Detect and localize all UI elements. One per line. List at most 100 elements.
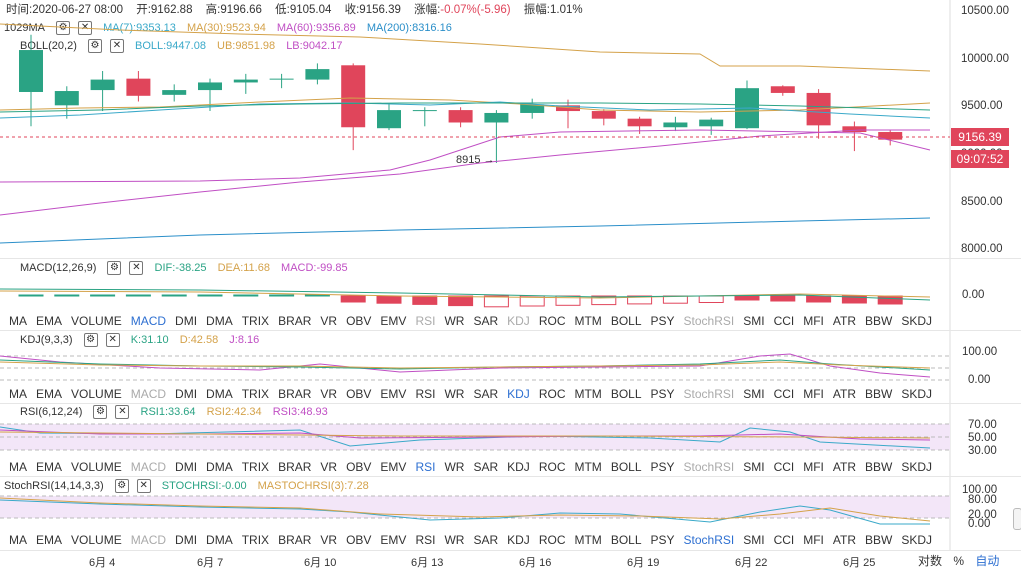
tab-trix[interactable]: TRIX	[241, 387, 270, 401]
close-icon[interactable]: ✕	[109, 39, 124, 54]
tab-roc[interactable]: ROC	[538, 314, 566, 328]
tab-psy[interactable]: PSY	[650, 460, 675, 474]
tab-trix[interactable]: TRIX	[241, 314, 270, 328]
tab-brar[interactable]: BRAR	[278, 314, 312, 328]
tab-wr[interactable]: WR	[444, 533, 465, 547]
tab-ma[interactable]: MA	[9, 387, 27, 401]
tab-bbw[interactable]: BBW	[865, 314, 893, 328]
tab-wr[interactable]: WR	[444, 460, 465, 474]
tab-skdj[interactable]: SKDJ	[901, 387, 933, 401]
tab-cci[interactable]: CCI	[773, 387, 795, 401]
kdj-name[interactable]: KDJ(9,3,3)	[20, 334, 73, 346]
tab-brar[interactable]: BRAR	[278, 533, 312, 547]
tab-trix[interactable]: TRIX	[241, 533, 270, 547]
tab-ema[interactable]: EMA	[36, 533, 63, 547]
tab-mfi[interactable]: MFI	[803, 314, 824, 328]
tab-dmi[interactable]: DMI	[175, 460, 198, 474]
tab-ema[interactable]: EMA	[36, 387, 63, 401]
tab-atr[interactable]: ATR	[832, 387, 857, 401]
tab-wr[interactable]: WR	[444, 387, 465, 401]
tab-trix[interactable]: TRIX	[241, 460, 270, 474]
tab-smi[interactable]: SMI	[743, 460, 765, 474]
tab-obv[interactable]: OBV	[346, 314, 372, 328]
settings-icon[interactable]: ⚙	[87, 39, 102, 54]
tab-rsi[interactable]: RSI	[415, 387, 436, 401]
tab-dmi[interactable]: DMI	[175, 533, 198, 547]
tab-kdj[interactable]: KDJ	[507, 314, 530, 328]
tab-cci[interactable]: CCI	[773, 533, 795, 547]
tab-stochrsi[interactable]: StochRSI	[683, 533, 735, 547]
panel-resize-handle[interactable]	[1013, 508, 1021, 530]
tab-psy[interactable]: PSY	[650, 533, 675, 547]
tab-obv[interactable]: OBV	[346, 387, 372, 401]
tab-bbw[interactable]: BBW	[865, 387, 893, 401]
tab-volume[interactable]: VOLUME	[71, 533, 122, 547]
tab-roc[interactable]: ROC	[538, 460, 566, 474]
tab-boll[interactable]: BOLL	[610, 387, 642, 401]
tab-ma[interactable]: MA	[9, 533, 27, 547]
tab-psy[interactable]: PSY	[650, 387, 675, 401]
tab-macd[interactable]: MACD	[130, 533, 167, 547]
close-icon[interactable]: ✕	[129, 261, 144, 276]
percent-scale-toggle[interactable]: %	[953, 554, 965, 568]
boll-name[interactable]: BOLL(20,2)	[20, 40, 77, 52]
tab-ema[interactable]: EMA	[36, 460, 63, 474]
tab-macd[interactable]: MACD	[130, 387, 167, 401]
tab-sar[interactable]: SAR	[473, 387, 499, 401]
tab-smi[interactable]: SMI	[743, 387, 765, 401]
tab-sar[interactable]: SAR	[473, 460, 499, 474]
close-icon[interactable]: ✕	[105, 333, 120, 348]
tab-kdj[interactable]: KDJ	[507, 387, 530, 401]
tab-volume[interactable]: VOLUME	[71, 460, 122, 474]
tab-atr[interactable]: ATR	[832, 460, 857, 474]
tab-rsi[interactable]: RSI	[415, 460, 436, 474]
tab-stochrsi[interactable]: StochRSI	[683, 314, 735, 328]
tab-sar[interactable]: SAR	[473, 533, 499, 547]
rsi-name[interactable]: RSI(6,12,24)	[20, 406, 83, 418]
settings-icon[interactable]: ⚙	[114, 479, 129, 494]
tab-atr[interactable]: ATR	[832, 533, 857, 547]
tab-mfi[interactable]: MFI	[803, 533, 824, 547]
settings-icon[interactable]: ⚙	[83, 333, 98, 348]
log-scale-toggle[interactable]: 对数	[918, 554, 943, 568]
tab-kdj[interactable]: KDJ	[507, 460, 530, 474]
tab-cci[interactable]: CCI	[773, 460, 795, 474]
tab-bbw[interactable]: BBW	[865, 533, 893, 547]
auto-scale-toggle[interactable]: 自动	[975, 554, 1000, 568]
tab-emv[interactable]: EMV	[380, 387, 407, 401]
tab-atr[interactable]: ATR	[832, 314, 857, 328]
tab-roc[interactable]: ROC	[538, 533, 566, 547]
tab-dma[interactable]: DMA	[206, 387, 233, 401]
tab-vr[interactable]: VR	[320, 314, 338, 328]
tab-dma[interactable]: DMA	[206, 460, 233, 474]
tab-boll[interactable]: BOLL	[610, 460, 642, 474]
date-axis[interactable]: 6月 4 6月 7 6月 10 6月 13 6月 16 6月 19 6月 22 6月 25	[0, 552, 950, 570]
tab-ma[interactable]: MA	[9, 314, 27, 328]
tab-emv[interactable]: EMV	[380, 533, 407, 547]
tab-obv[interactable]: OBV	[346, 460, 372, 474]
tab-sar[interactable]: SAR	[473, 314, 499, 328]
tab-smi[interactable]: SMI	[743, 314, 765, 328]
close-icon[interactable]: ✕	[115, 405, 130, 420]
tab-rsi[interactable]: RSI	[415, 314, 436, 328]
macd-name[interactable]: MACD(12,26,9)	[20, 262, 97, 274]
tab-mfi[interactable]: MFI	[803, 387, 824, 401]
tab-skdj[interactable]: SKDJ	[901, 533, 933, 547]
tab-bbw[interactable]: BBW	[865, 460, 893, 474]
tab-volume[interactable]: VOLUME	[71, 314, 122, 328]
tab-stochrsi[interactable]: StochRSI	[683, 387, 735, 401]
tab-dmi[interactable]: DMI	[175, 314, 198, 328]
tab-vr[interactable]: VR	[320, 387, 338, 401]
tab-vr[interactable]: VR	[320, 460, 338, 474]
tab-emv[interactable]: EMV	[380, 314, 407, 328]
tab-volume[interactable]: VOLUME	[71, 387, 122, 401]
stochrsi-name[interactable]: StochRSI(14,14,3,3)	[4, 480, 104, 492]
tab-ema[interactable]: EMA	[36, 314, 63, 328]
tab-obv[interactable]: OBV	[346, 533, 372, 547]
tab-macd[interactable]: MACD	[130, 314, 167, 328]
tab-smi[interactable]: SMI	[743, 533, 765, 547]
tab-mfi[interactable]: MFI	[803, 460, 824, 474]
tab-stochrsi[interactable]: StochRSI	[683, 460, 735, 474]
tab-mtm[interactable]: MTM	[574, 314, 602, 328]
